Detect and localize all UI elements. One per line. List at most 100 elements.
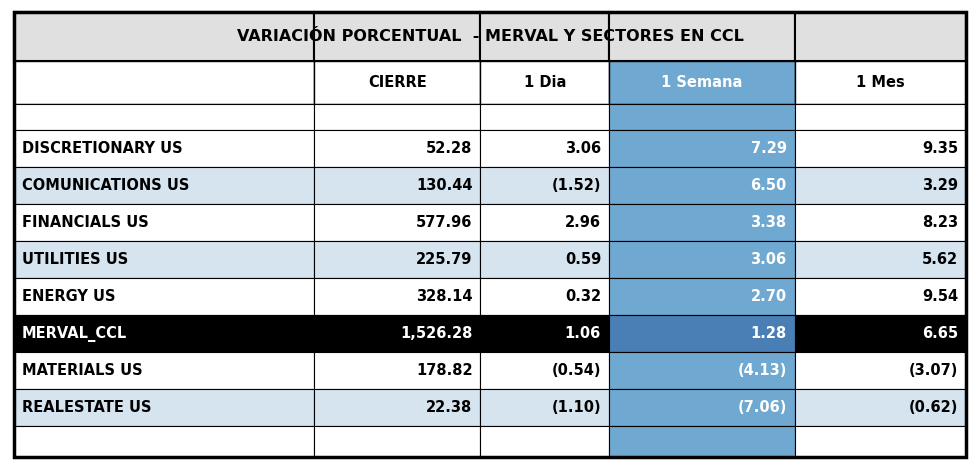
Text: 7.29: 7.29 (751, 141, 787, 156)
Text: 8.23: 8.23 (922, 215, 958, 230)
Text: (7.06): (7.06) (737, 400, 787, 415)
Bar (314, 61, 480, 104)
Text: 328.14: 328.14 (416, 289, 472, 304)
Text: 3.06: 3.06 (751, 252, 787, 267)
Bar (314, 167, 480, 204)
Text: 6.65: 6.65 (922, 326, 958, 341)
Text: 2.96: 2.96 (565, 215, 601, 230)
Bar (609, 130, 795, 167)
Bar (14, 204, 314, 241)
Text: ENERGY US: ENERGY US (22, 289, 116, 304)
Text: CIERRE: CIERRE (368, 75, 426, 90)
Bar (609, 352, 795, 389)
Bar (609, 389, 795, 426)
Text: 6.50: 6.50 (751, 178, 787, 193)
Bar (14, 389, 314, 426)
Bar (795, 389, 966, 426)
Bar (609, 167, 795, 204)
Bar (480, 130, 609, 167)
Bar (14, 167, 314, 204)
Bar (480, 352, 609, 389)
Text: 9.54: 9.54 (922, 289, 958, 304)
Text: 0.32: 0.32 (564, 289, 601, 304)
Text: 178.82: 178.82 (416, 363, 472, 378)
Bar (314, 278, 480, 315)
Text: 1.06: 1.06 (564, 326, 601, 341)
Bar (795, 130, 966, 167)
Text: 1 Semana: 1 Semana (662, 75, 743, 90)
Bar (480, 12, 609, 61)
Text: UTILITIES US: UTILITIES US (22, 252, 128, 267)
Bar (314, 241, 480, 278)
Bar (480, 204, 609, 241)
Bar (314, 426, 480, 457)
Bar (609, 241, 795, 278)
Text: MERVAL_CCL: MERVAL_CCL (22, 325, 127, 341)
Text: (1.52): (1.52) (552, 178, 601, 193)
Bar (14, 315, 314, 352)
Bar (480, 241, 609, 278)
Bar (795, 426, 966, 457)
Bar (14, 278, 314, 315)
Bar (480, 167, 609, 204)
Text: 52.28: 52.28 (426, 141, 472, 156)
Text: 225.79: 225.79 (416, 252, 472, 267)
Bar (314, 389, 480, 426)
Bar (795, 61, 966, 104)
Bar (314, 204, 480, 241)
Bar (609, 104, 795, 130)
Text: 1 Mes: 1 Mes (856, 75, 905, 90)
Text: 1,526.28: 1,526.28 (400, 326, 472, 341)
Bar (480, 61, 609, 104)
Text: REALESTATE US: REALESTATE US (22, 400, 152, 415)
Text: VARIACIÓN PORCENTUAL  - MERVAL Y SECTORES EN CCL: VARIACIÓN PORCENTUAL - MERVAL Y SECTORES… (236, 29, 744, 44)
Bar (609, 204, 795, 241)
Text: 2.70: 2.70 (751, 289, 787, 304)
Text: (1.10): (1.10) (552, 400, 601, 415)
Bar (480, 315, 609, 352)
Bar (795, 278, 966, 315)
Text: MATERIALS US: MATERIALS US (22, 363, 143, 378)
Bar (314, 315, 480, 352)
Text: 22.38: 22.38 (426, 400, 472, 415)
Text: (4.13): (4.13) (737, 363, 787, 378)
Text: 3.38: 3.38 (751, 215, 787, 230)
Bar (609, 278, 795, 315)
Text: 1.28: 1.28 (751, 326, 787, 341)
Text: 9.35: 9.35 (922, 141, 958, 156)
Bar (314, 104, 480, 130)
Text: FINANCIALS US: FINANCIALS US (22, 215, 149, 230)
Text: 577.96: 577.96 (416, 215, 472, 230)
Bar (14, 241, 314, 278)
Bar (14, 130, 314, 167)
Bar (609, 315, 795, 352)
Text: 130.44: 130.44 (416, 178, 472, 193)
Bar (14, 61, 314, 104)
Text: DISCRETIONARY US: DISCRETIONARY US (22, 141, 182, 156)
Text: 0.59: 0.59 (564, 252, 601, 267)
Text: (3.07): (3.07) (908, 363, 958, 378)
Bar (795, 12, 966, 61)
Bar (14, 426, 314, 457)
Text: (0.54): (0.54) (552, 363, 601, 378)
Bar (609, 426, 795, 457)
Bar (795, 315, 966, 352)
Bar (609, 61, 795, 104)
Bar (795, 204, 966, 241)
Bar (314, 12, 480, 61)
Text: COMUNICATIONS US: COMUNICATIONS US (22, 178, 189, 193)
Bar (795, 241, 966, 278)
Text: 5.62: 5.62 (922, 252, 958, 267)
Bar (14, 352, 314, 389)
Bar (609, 12, 795, 61)
Bar (795, 104, 966, 130)
Bar (480, 278, 609, 315)
Bar (480, 426, 609, 457)
Bar (14, 12, 314, 61)
Bar (14, 104, 314, 130)
Text: 1 Dia: 1 Dia (523, 75, 565, 90)
Bar (795, 352, 966, 389)
Text: (0.62): (0.62) (908, 400, 958, 415)
Bar (314, 352, 480, 389)
Bar (480, 389, 609, 426)
